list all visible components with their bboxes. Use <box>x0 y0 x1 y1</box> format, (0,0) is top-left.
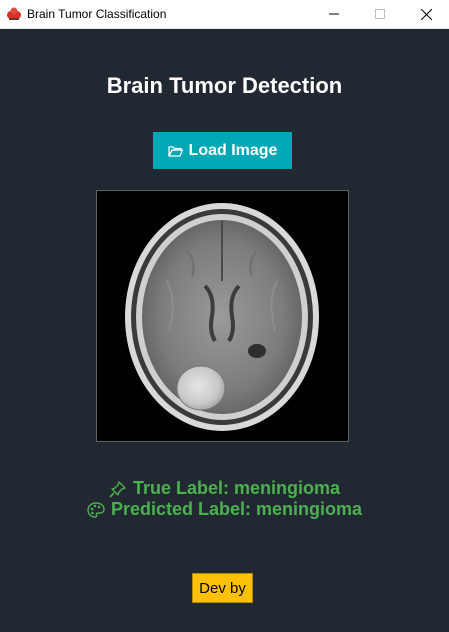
minimize-icon <box>329 13 339 15</box>
palette-icon <box>87 501 105 518</box>
main-panel: Brain Tumor Detection Load Image <box>0 29 449 632</box>
pushpin-icon <box>109 480 126 498</box>
mri-image-display <box>96 190 349 442</box>
page-title: Brain Tumor Detection <box>106 73 343 98</box>
close-button[interactable] <box>403 0 449 28</box>
true-label-line: True Label: meningioma <box>0 478 449 499</box>
close-icon <box>420 8 432 20</box>
maximize-icon <box>375 9 385 19</box>
predicted-label-text: Predicted Label: meningioma <box>110 499 363 519</box>
window-titlebar: Brain Tumor Classification <box>0 0 449 29</box>
app-logo-icon <box>7 7 21 20</box>
minimize-button[interactable] <box>311 0 357 28</box>
predicted-label-line: Predicted Label: meningioma <box>0 499 449 520</box>
folder-open-icon <box>167 145 183 157</box>
true-label-text: True Label: meningioma <box>132 478 341 498</box>
load-image-button[interactable]: Load Image <box>153 132 292 169</box>
dev-by-button[interactable]: Dev by <box>192 573 253 603</box>
mri-scan-image <box>97 191 348 441</box>
load-image-label: Load Image <box>188 141 278 159</box>
window-title: Brain Tumor Classification <box>27 7 167 21</box>
maximize-button[interactable] <box>357 0 403 28</box>
